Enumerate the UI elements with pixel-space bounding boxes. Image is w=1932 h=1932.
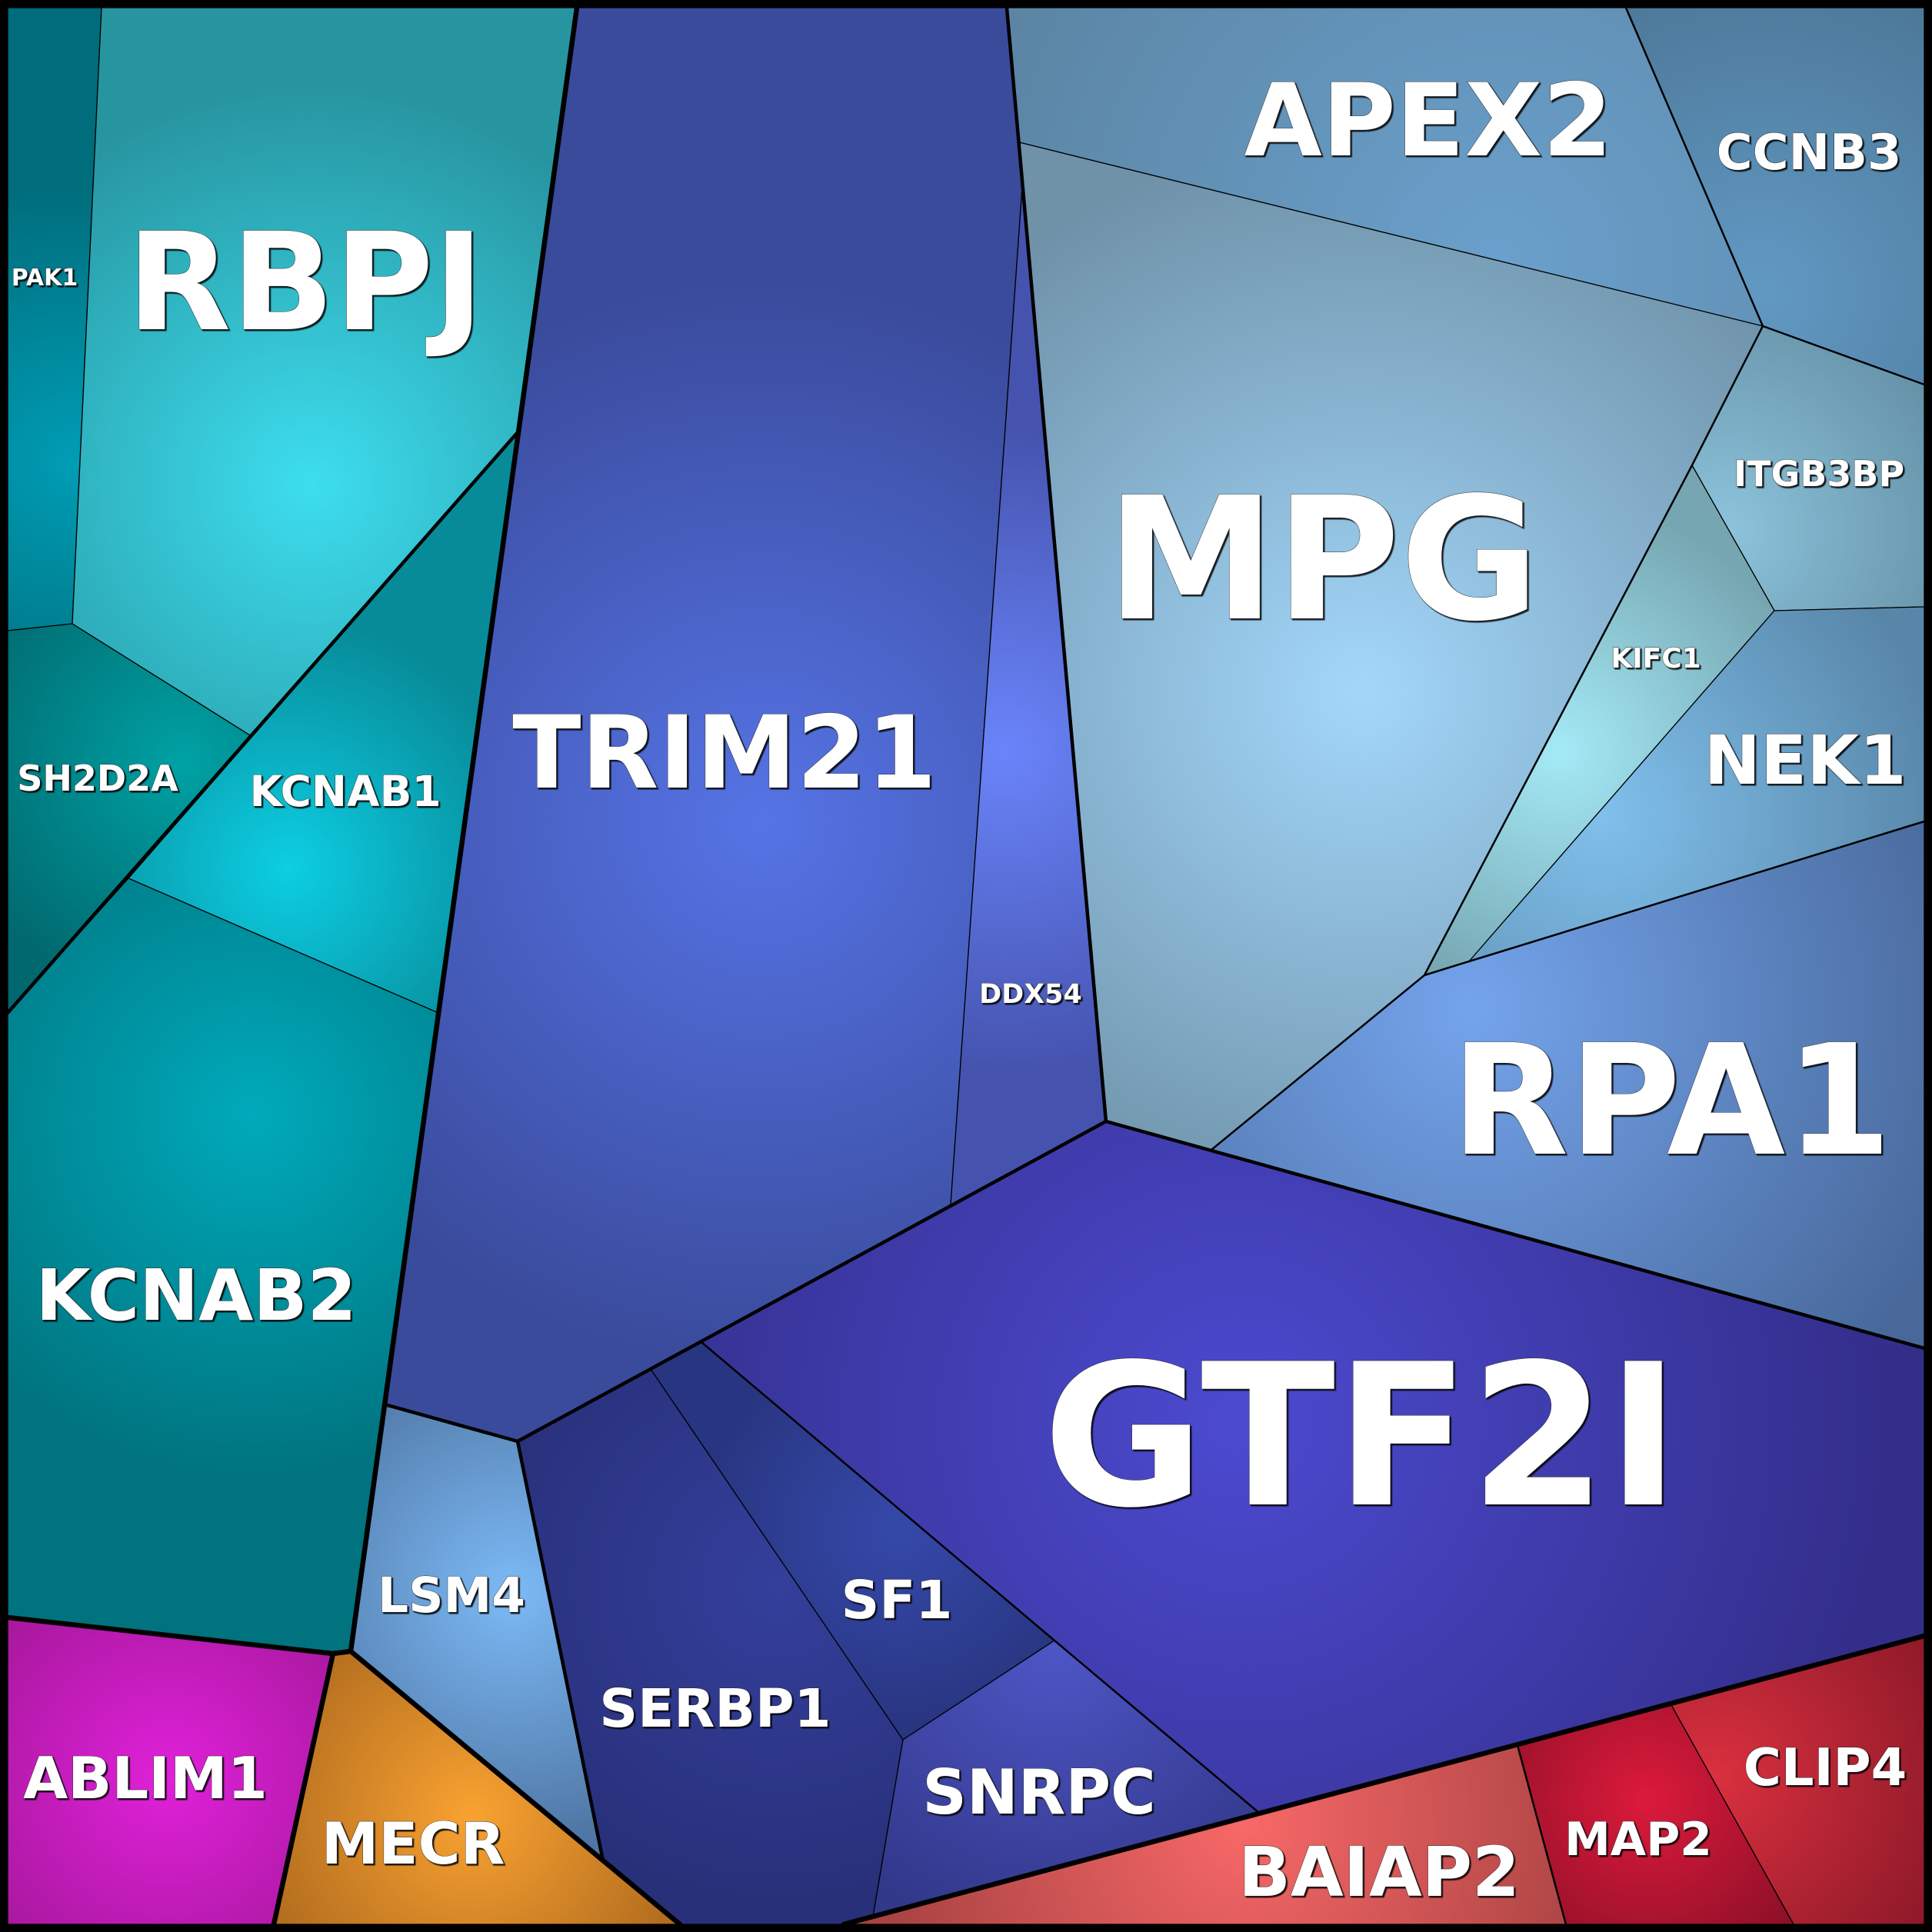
label-ccnb3: CCNB3 xyxy=(1717,125,1902,182)
cell-labels: PAK1 RBPJ SH2D2A KCNAB1 KCNAB2 TRIM21 DD… xyxy=(11,62,1907,1913)
label-serbp1: SERBP1 xyxy=(599,1678,831,1740)
label-mpg: MPG xyxy=(1106,461,1539,659)
label-itgb3bp: ITGB3BP xyxy=(1734,453,1904,495)
boundary-mpg-right xyxy=(1210,325,1764,1151)
label-trim21: TRIM21 xyxy=(512,694,937,811)
label-nek1: NEK1 xyxy=(1704,721,1906,800)
label-clip4: CLIP4 xyxy=(1744,1737,1907,1797)
boundary-blue-steel xyxy=(1004,5,1108,1124)
boundary-rpa1-top xyxy=(1423,820,1926,977)
label-lsm4: LSM4 xyxy=(378,1567,525,1624)
boundary-teal-subgroup xyxy=(5,429,521,1015)
boundary-gtf2i-rpa1 xyxy=(1104,1119,1927,1351)
label-gtf2i: GTF2I xyxy=(1043,1322,1681,1551)
label-map2: MAP2 xyxy=(1564,1813,1712,1867)
label-ddx54: DDX54 xyxy=(979,979,1082,1010)
label-rpa1: RPA1 xyxy=(1451,1011,1891,1190)
boundary-gtf2i-left xyxy=(700,1341,1261,1814)
boundary-red-top xyxy=(841,1633,1927,1927)
label-ablim1: ABLIM1 xyxy=(23,1744,268,1812)
label-pak1: PAK1 xyxy=(12,265,78,291)
label-kcnab2: KCNAB2 xyxy=(35,1254,356,1337)
label-sh2d2a: SH2D2A xyxy=(17,758,178,799)
boundary-ablim1-mecr xyxy=(271,1651,336,1927)
boundary-mecr-blue xyxy=(348,1648,683,1927)
label-apex2: APEX2 xyxy=(1244,62,1612,179)
group-boundaries xyxy=(5,5,1927,1927)
label-baiap2: BAIAP2 xyxy=(1238,1832,1520,1912)
boundary-lsm4-serbp1 xyxy=(515,1439,605,1863)
label-sf1: SF1 xyxy=(841,1570,953,1631)
label-kcnab1: KCNAB1 xyxy=(249,767,441,816)
boundary-baiap2-map2 xyxy=(1516,1744,1567,1926)
treemap-cells xyxy=(7,7,1925,1925)
label-mecr: MECR xyxy=(321,1810,505,1877)
boundary-teal-blue xyxy=(348,5,580,1654)
label-kifc1: KIFC1 xyxy=(1611,643,1700,675)
label-rbpj: RBPJ xyxy=(127,204,484,361)
label-snrpc: SNRPC xyxy=(922,1757,1156,1828)
